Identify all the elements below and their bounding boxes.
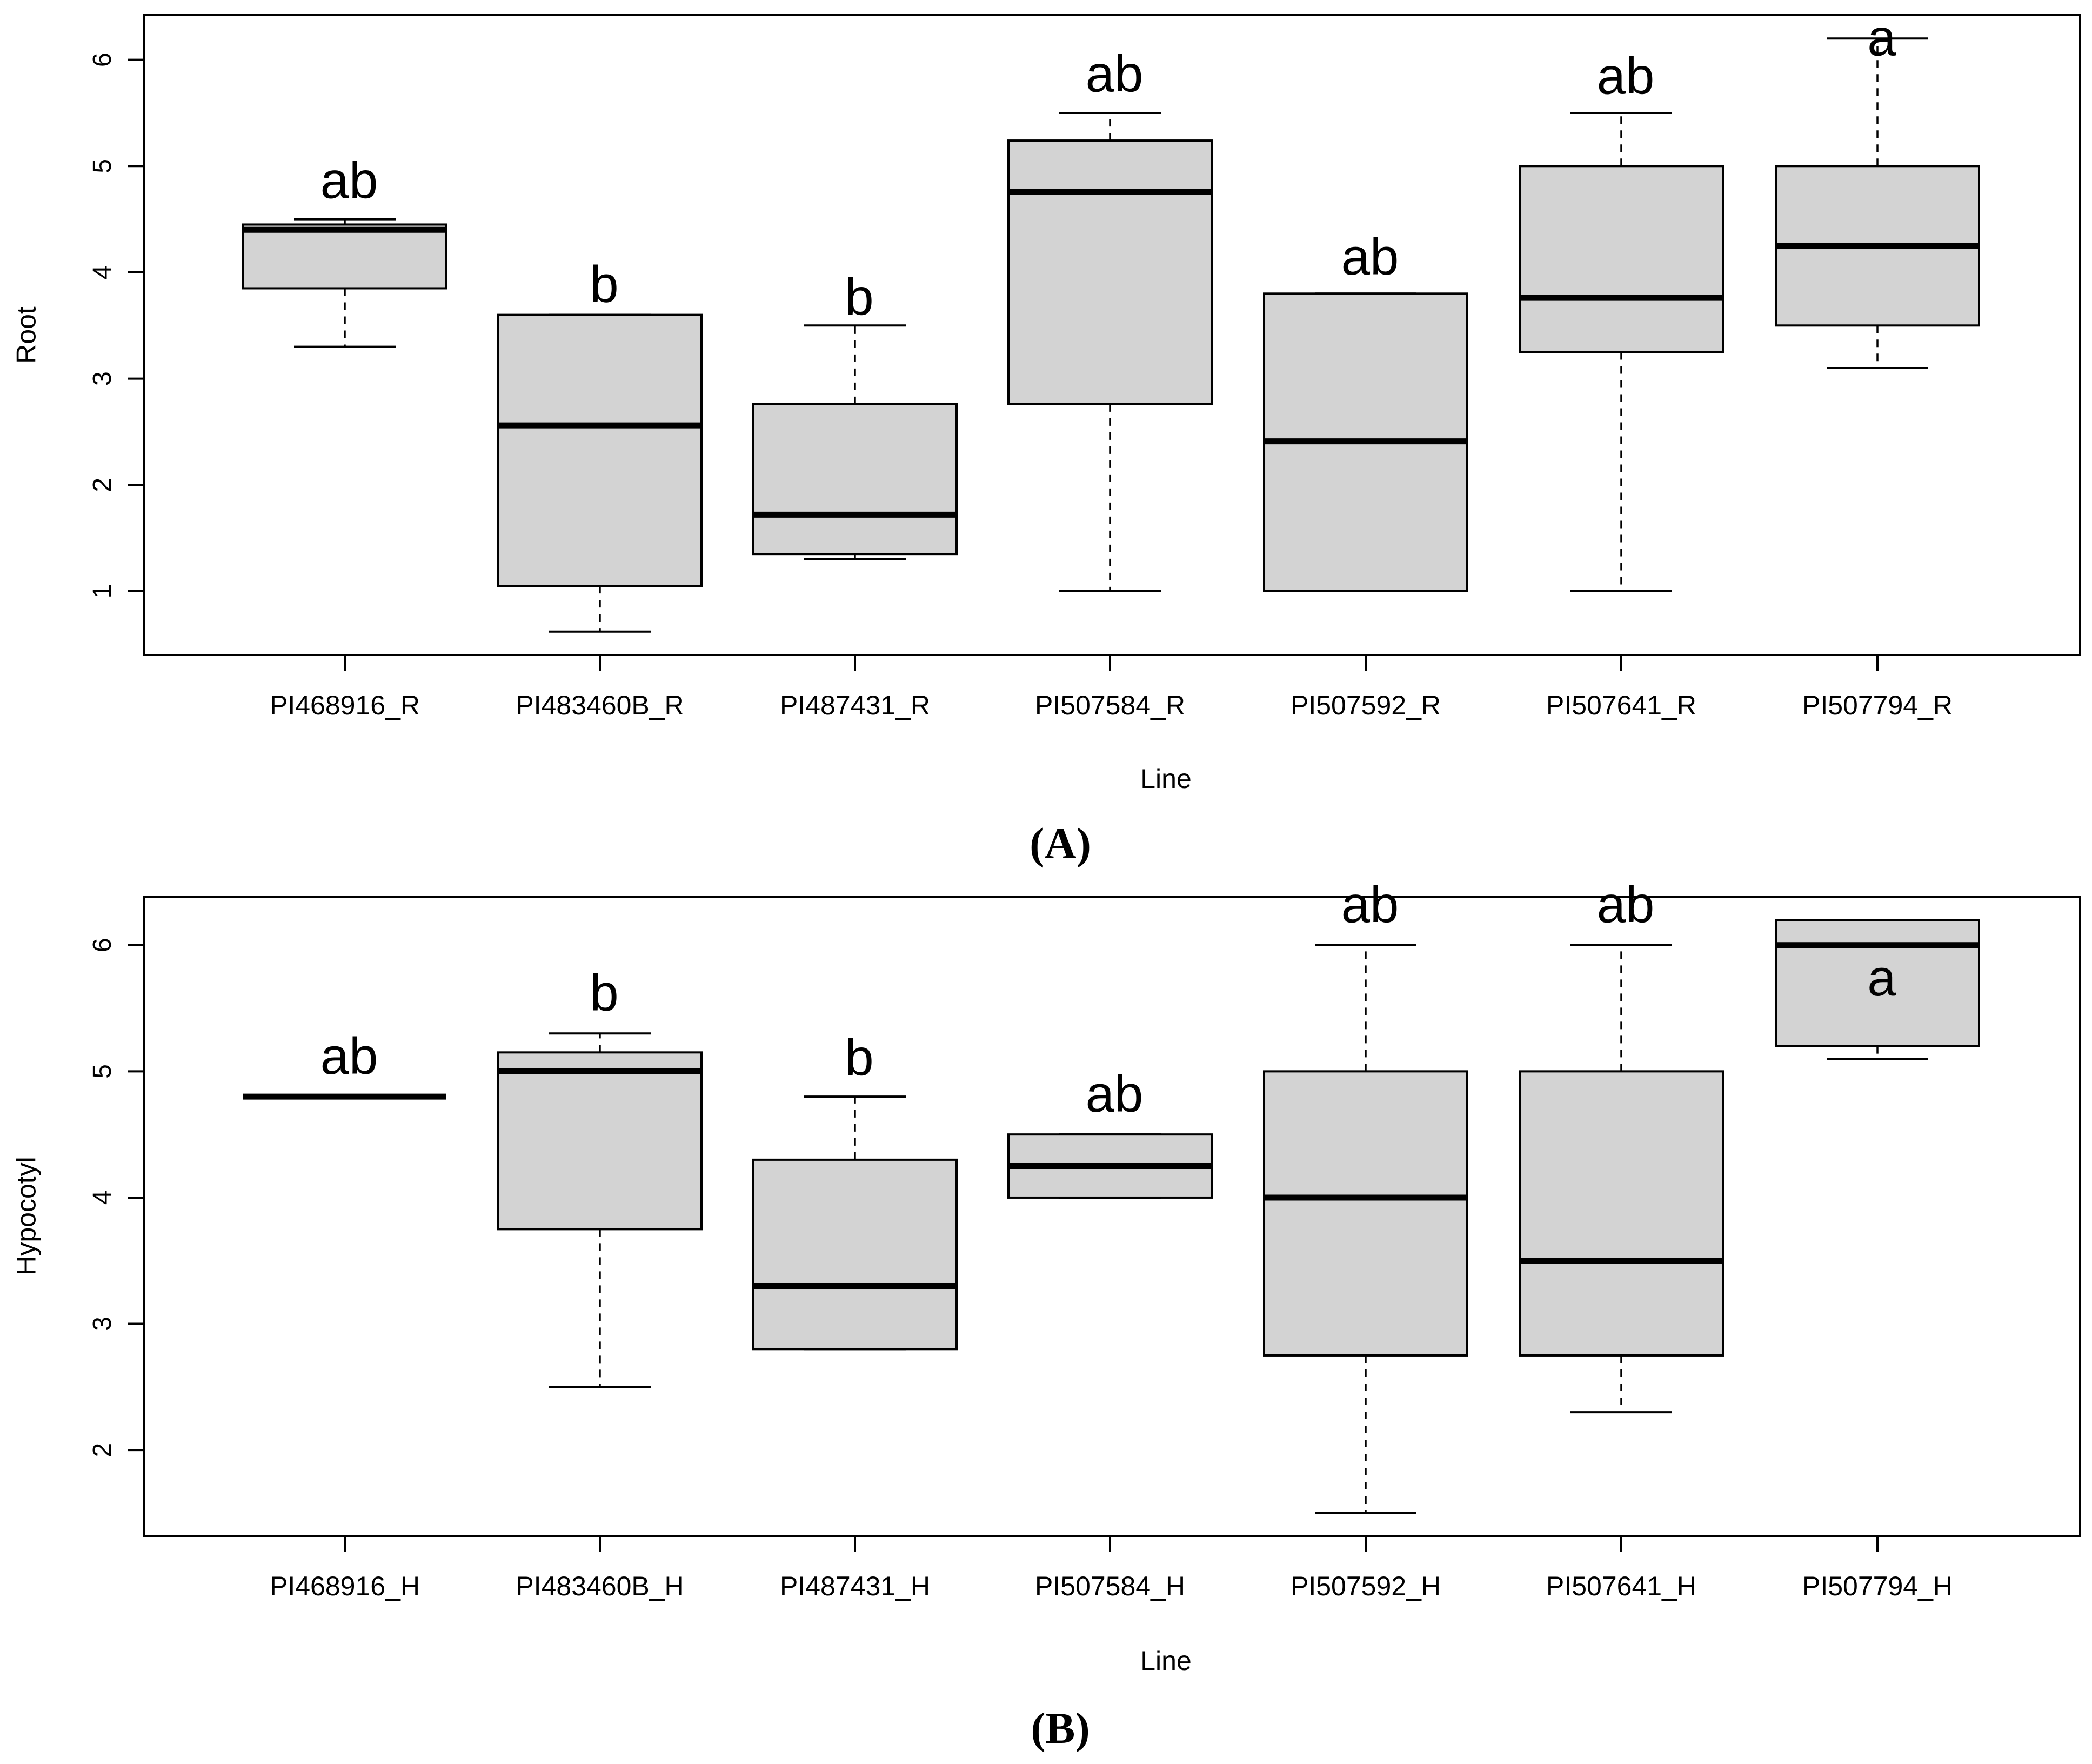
panel-a-box-1: ab <box>242 151 447 348</box>
panel-a-box-6: ab <box>1519 48 1724 592</box>
panel-a-box-body <box>497 313 703 587</box>
panel-a-box-5: ab <box>1263 228 1468 592</box>
panel-a-group-letter: ab <box>1086 45 1144 103</box>
panel-a-x-tick-label: PI487431_R <box>780 690 930 720</box>
panel-b-x-tick-label: PI507794_H <box>1802 1571 1953 1601</box>
panel-b-group-letter: ab <box>320 1027 378 1085</box>
panel-a-box-7: a <box>1775 9 1980 369</box>
panel-a-box-body <box>1519 165 1724 353</box>
panel-a-y-tick-label: 3 <box>88 371 117 386</box>
panel-a-root-boxplot: 1 2 3 4 5 6 Root PI468916_R PI483460B_R PI487431_… <box>11 9 2081 794</box>
panel-b-x-axis: PI468916_H PI483460B_H PI487431_H PI507584_… <box>270 1536 1953 1601</box>
panel-b-x-tick-label: PI507592_H <box>1291 1571 1441 1601</box>
panel-b-box-body <box>1519 1070 1724 1357</box>
panel-b-tag: (B) <box>1031 1703 1090 1753</box>
panel-a-x-tick-label: PI483460B_R <box>516 690 684 720</box>
panel-b-x-tick-label: PI507584_H <box>1035 1571 1185 1601</box>
panel-a-group-letter: ab <box>1341 228 1399 286</box>
panel-a-y-tick-label: 6 <box>88 52 117 67</box>
panel-a-group-letter: ab <box>320 151 378 209</box>
panel-b-group-letter: b <box>590 964 618 1022</box>
panel-a-y-tick-label: 5 <box>88 159 117 173</box>
panel-a-box-body <box>1007 139 1213 405</box>
panel-b-box-5: ab <box>1263 876 1468 1514</box>
panel-a-box-4: ab <box>1007 45 1213 592</box>
panel-b-box-1: ab <box>243 1027 446 1100</box>
panel-a-y-tick-label: 1 <box>88 584 117 599</box>
panel-a-y-axis: 1 2 3 4 5 6 <box>88 52 145 599</box>
panel-a-x-tick-label: PI507592_R <box>1291 690 1441 720</box>
panel-a-box-2: b <box>497 256 703 633</box>
panel-a-group-letter: a <box>1867 9 1896 67</box>
panel-a-tag: (A) <box>1030 819 1091 868</box>
panel-b-x-tick-label: PI468916_H <box>270 1571 420 1601</box>
panel-b-box-4: ab <box>1007 1065 1213 1199</box>
panel-a-box-body <box>752 403 958 556</box>
panel-a-group-letter: b <box>845 269 873 326</box>
panel-b-y-tick-label: 5 <box>88 1064 117 1079</box>
panel-b-y-tick-label: 6 <box>88 938 117 952</box>
panel-b-x-tick-label: PI483460B_H <box>516 1571 684 1601</box>
panel-b-box-body <box>752 1158 958 1351</box>
panel-b-y-tick-label: 2 <box>88 1443 117 1458</box>
panel-b-box-2: b <box>497 964 703 1388</box>
panel-b-group-letter: ab <box>1597 876 1655 934</box>
panel-a-x-tick-label: PI507641_R <box>1546 690 1696 720</box>
panel-b-box-6: ab <box>1519 876 1724 1414</box>
panel-b-group-letter: a <box>1867 949 1896 1007</box>
panel-a-box-3: b <box>752 269 958 560</box>
panel-a-group-letter: b <box>590 256 618 313</box>
panel-b-hypocotyl-boxplot: 2 3 4 5 6 Hypocotyl PI468916_H PI483460B_H PI487… <box>11 876 2081 1676</box>
panel-b-x-tick-label: PI487431_H <box>780 1571 930 1601</box>
panel-a-box-body <box>242 223 447 290</box>
panel-a-group-letter: ab <box>1597 48 1655 105</box>
panel-b-group-letter: ab <box>1341 876 1399 934</box>
panel-a-y-tick-label: 4 <box>88 265 117 280</box>
panel-b-x-axis-label: Line <box>1140 1646 1192 1676</box>
panel-b-box-body <box>497 1051 703 1231</box>
panel-b-y-axis-label: Hypocotyl <box>11 1157 42 1275</box>
panel-b-box-7: a <box>1775 919 1980 1060</box>
panel-a-y-tick-label: 2 <box>88 478 117 492</box>
panel-a-x-tick-label: PI507794_R <box>1802 690 1953 720</box>
panel-b-y-tick-label: 4 <box>88 1191 117 1205</box>
panel-a-y-axis-label: Root <box>11 306 42 364</box>
panel-b-group-letter: ab <box>1086 1065 1144 1123</box>
panel-a-x-tick-label: PI507584_R <box>1035 690 1185 720</box>
panel-a-x-axis-label: Line <box>1140 764 1192 794</box>
panel-b-y-axis: 2 3 4 5 6 <box>88 938 145 1458</box>
panel-b-y-tick-label: 3 <box>88 1317 117 1331</box>
panel-a-x-axis: PI468916_R PI483460B_R PI487431_R PI507584_… <box>270 655 1953 720</box>
panel-a-x-tick-label: PI468916_R <box>270 690 420 720</box>
panel-b-group-letter: b <box>845 1028 873 1086</box>
panel-b-box-body <box>1775 919 1980 1047</box>
panel-b-box-body <box>1263 1070 1468 1357</box>
panel-b-box-3: b <box>752 1028 958 1351</box>
panel-b-x-tick-label: PI507641_H <box>1546 1571 1696 1601</box>
